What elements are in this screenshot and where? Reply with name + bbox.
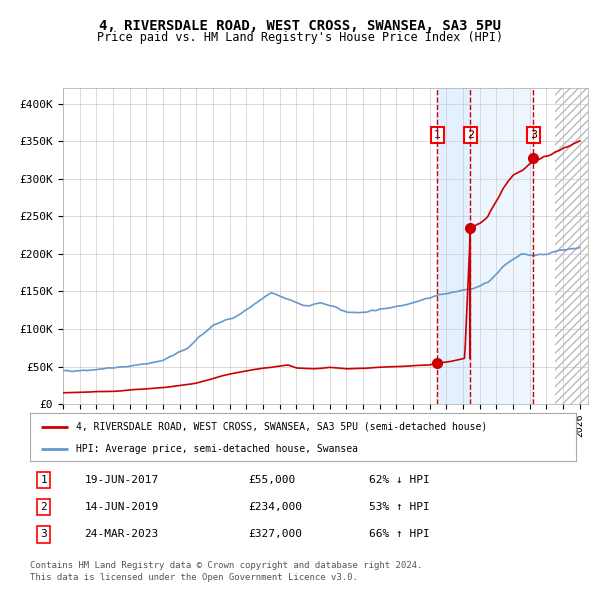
Text: 66% ↑ HPI: 66% ↑ HPI xyxy=(368,529,429,539)
Text: 3: 3 xyxy=(40,529,47,539)
Text: £55,000: £55,000 xyxy=(248,475,296,485)
Text: 1: 1 xyxy=(434,130,441,140)
Text: 19-JUN-2017: 19-JUN-2017 xyxy=(85,475,159,485)
Text: HPI: Average price, semi-detached house, Swansea: HPI: Average price, semi-detached house,… xyxy=(76,444,358,454)
Text: 53% ↑ HPI: 53% ↑ HPI xyxy=(368,502,429,512)
Text: Price paid vs. HM Land Registry's House Price Index (HPI): Price paid vs. HM Land Registry's House … xyxy=(97,31,503,44)
Text: 24-MAR-2023: 24-MAR-2023 xyxy=(85,529,159,539)
Text: 3: 3 xyxy=(530,130,537,140)
Bar xyxy=(554,88,588,404)
Bar xyxy=(554,88,588,404)
Text: This data is licensed under the Open Government Licence v3.0.: This data is licensed under the Open Gov… xyxy=(30,573,358,582)
Text: 62% ↓ HPI: 62% ↓ HPI xyxy=(368,475,429,485)
Text: £234,000: £234,000 xyxy=(248,502,302,512)
Text: 4, RIVERSDALE ROAD, WEST CROSS, SWANSEA, SA3 5PU: 4, RIVERSDALE ROAD, WEST CROSS, SWANSEA,… xyxy=(99,19,501,33)
Text: Contains HM Land Registry data © Crown copyright and database right 2024.: Contains HM Land Registry data © Crown c… xyxy=(30,560,422,569)
Text: 14-JUN-2019: 14-JUN-2019 xyxy=(85,502,159,512)
Text: 2: 2 xyxy=(467,130,474,140)
Bar xyxy=(470,88,533,404)
Text: 4, RIVERSDALE ROAD, WEST CROSS, SWANSEA, SA3 5PU (semi-detached house): 4, RIVERSDALE ROAD, WEST CROSS, SWANSEA,… xyxy=(76,421,488,431)
Text: 1: 1 xyxy=(40,475,47,485)
Text: £327,000: £327,000 xyxy=(248,529,302,539)
Text: 2: 2 xyxy=(40,502,47,512)
Bar xyxy=(437,88,470,404)
